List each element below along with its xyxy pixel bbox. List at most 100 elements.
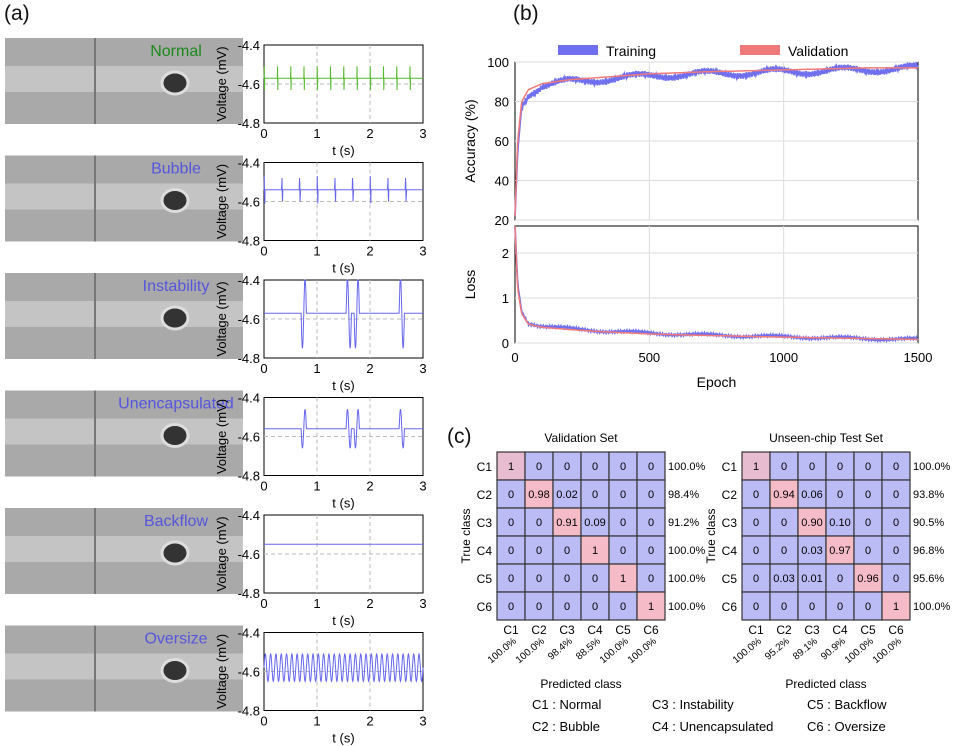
row-title: Backflow [144, 513, 208, 530]
matrix-cell-value: 0 [620, 545, 626, 557]
matrix-cell-value: 0 [781, 601, 787, 613]
matrix-cell [496, 451, 526, 481]
series-line-validation [514, 67, 918, 217]
matrix-cell-value: 0.94 [773, 489, 794, 501]
class-legend-entry: C5 : Backflow [807, 697, 887, 712]
x-axis-label: t (s) [332, 143, 354, 158]
y-tick-label: 20 [495, 213, 509, 228]
y-tick-label: -4.4 [238, 626, 260, 641]
col-class-label: C4 [587, 623, 603, 637]
x-tick-label: 1000 [769, 350, 798, 365]
voltage-trace [263, 652, 424, 683]
voltage-trace [264, 409, 423, 449]
x-axis-label: t (s) [332, 613, 354, 628]
voltage-trace [264, 279, 423, 349]
x-tick-label: 2 [366, 361, 373, 376]
matrix-cell [881, 507, 911, 537]
matrix-cell-value: 0 [753, 573, 759, 585]
signal-row-backflow: Backflow -4.4 -4.6 -4.80 1 2 3 t (s) Voltage (mV… [5, 508, 427, 628]
matrix-cell [741, 563, 771, 593]
matrix-cell [881, 591, 911, 621]
channel [5, 66, 243, 92]
matrix-cell-value: 0 [648, 461, 654, 473]
matrix-cell [636, 451, 666, 481]
matrix-cell-value: 0.01 [801, 573, 822, 585]
y-tick-label: 0 [502, 336, 509, 351]
y-tick-label: -4.4 [238, 156, 260, 171]
row-accuracy: 91.2% [668, 517, 699, 529]
channel [5, 536, 243, 562]
x-tick-label: 3 [419, 714, 426, 729]
legend-swatch-validation [740, 45, 780, 55]
matrix-cell [524, 507, 554, 537]
matrix-cell [552, 591, 582, 621]
matrix-cell [524, 451, 554, 481]
signal-row-oversize: Oversize -4.4 -4.6 -4.80 1 2 3 t (s) Voltage (mV… [5, 625, 427, 746]
matrix-cell-value: 0.10 [829, 517, 850, 529]
row-class-label: C1 [477, 460, 493, 474]
matrix-cell-value: 0 [809, 461, 815, 473]
y-tick-label: 80 [495, 95, 509, 110]
matrix-cell-value: 0 [620, 601, 626, 613]
droplet [160, 188, 190, 213]
matrix-cell-value: 0.06 [801, 489, 822, 501]
panel-b-training-curves: 20 40 60 80 100 Accuracy (%) 0 1 2 Loss 0 500 1000 15… [462, 43, 932, 390]
matrix-cell-value: 0 [781, 545, 787, 557]
x-axis-label: t (s) [332, 496, 354, 511]
row-accuracy: 100.0% [668, 573, 706, 585]
matrix-cell [552, 563, 582, 593]
signal-row-bubble: Bubble -4.4 -4.6 -4.80 1 2 3 t (s) Voltage (mV) [5, 155, 427, 276]
legend-label-training: Training [606, 43, 656, 59]
x-tick-label: 2 [366, 479, 373, 494]
x-tick-label: 0 [260, 244, 267, 259]
matrix-cell-value: 0 [893, 461, 899, 473]
matrix-cell [853, 563, 883, 593]
col-accuracy: 100.0% [598, 636, 631, 666]
matrix-cell [636, 479, 666, 509]
matrix-cell-value: 0.09 [584, 517, 605, 529]
matrix-cell-value: 0 [508, 545, 514, 557]
matrix-cell [825, 479, 855, 509]
matrix-cell-value: 0 [648, 489, 654, 501]
row-accuracy: 100.0% [668, 601, 706, 613]
matrix-cell [552, 507, 582, 537]
signal-row-unencapsulated: Unencapsulated -4.4 -4.6 -4.80 1 2 3 t (s) Volta… [5, 390, 427, 511]
matrix-cell-value: 0.91 [556, 517, 577, 529]
channel [5, 418, 243, 445]
col-accuracy: 89.1% [791, 636, 820, 663]
panel-label-c: (c) [447, 425, 472, 448]
matrix-cell-value: 0.98 [528, 489, 549, 501]
plot-frame [514, 225, 919, 344]
matrix-cell [797, 507, 827, 537]
col-class-label: C6 [643, 623, 659, 637]
matrix-cell-value: 0.97 [829, 545, 850, 557]
matrix-cell [769, 479, 799, 509]
x-tick-label: 3 [419, 126, 426, 141]
matrix-cell [608, 451, 638, 481]
matrix-cell [797, 479, 827, 509]
row-title: Bubble [151, 161, 201, 178]
x-axis-label: t (s) [332, 378, 354, 393]
matrix-cell [580, 591, 610, 621]
row-accuracy: 100.0% [668, 461, 706, 473]
col-class-label: C1 [748, 623, 764, 637]
matrix-cell-value: 0.02 [556, 489, 577, 501]
matrix-cell-value: 0 [648, 573, 654, 585]
x-tick-label: 0 [260, 126, 267, 141]
class-legend-entry: C6 : Oversize [807, 719, 886, 734]
x-tick-label: 3 [419, 479, 426, 494]
col-accuracy: 100.0% [626, 636, 659, 666]
matrix-cell-value: 0 [536, 461, 542, 473]
matrix-cell-value: 0 [620, 517, 626, 529]
x-tick-label: 1 [313, 126, 320, 141]
col-accuracy: 100.0% [514, 636, 547, 666]
class-legend-entry: C3 : Instability [652, 697, 734, 712]
y-tick-label: 2 [502, 246, 509, 261]
panel-c-confusion-matrices: Validation Set 1 0 0 0 0 0 0 0.98 0.02 0 0 0 0 0 0.91 0.… [459, 431, 951, 734]
x-tick-label: 0 [260, 596, 267, 611]
x-axis-label: Predicted class [540, 677, 621, 691]
y-axis-label: True class [459, 509, 473, 564]
matrix-cell-value: 0 [592, 489, 598, 501]
x-tick-label: 2 [366, 714, 373, 729]
y-tick-label: -4.8 [238, 704, 260, 719]
